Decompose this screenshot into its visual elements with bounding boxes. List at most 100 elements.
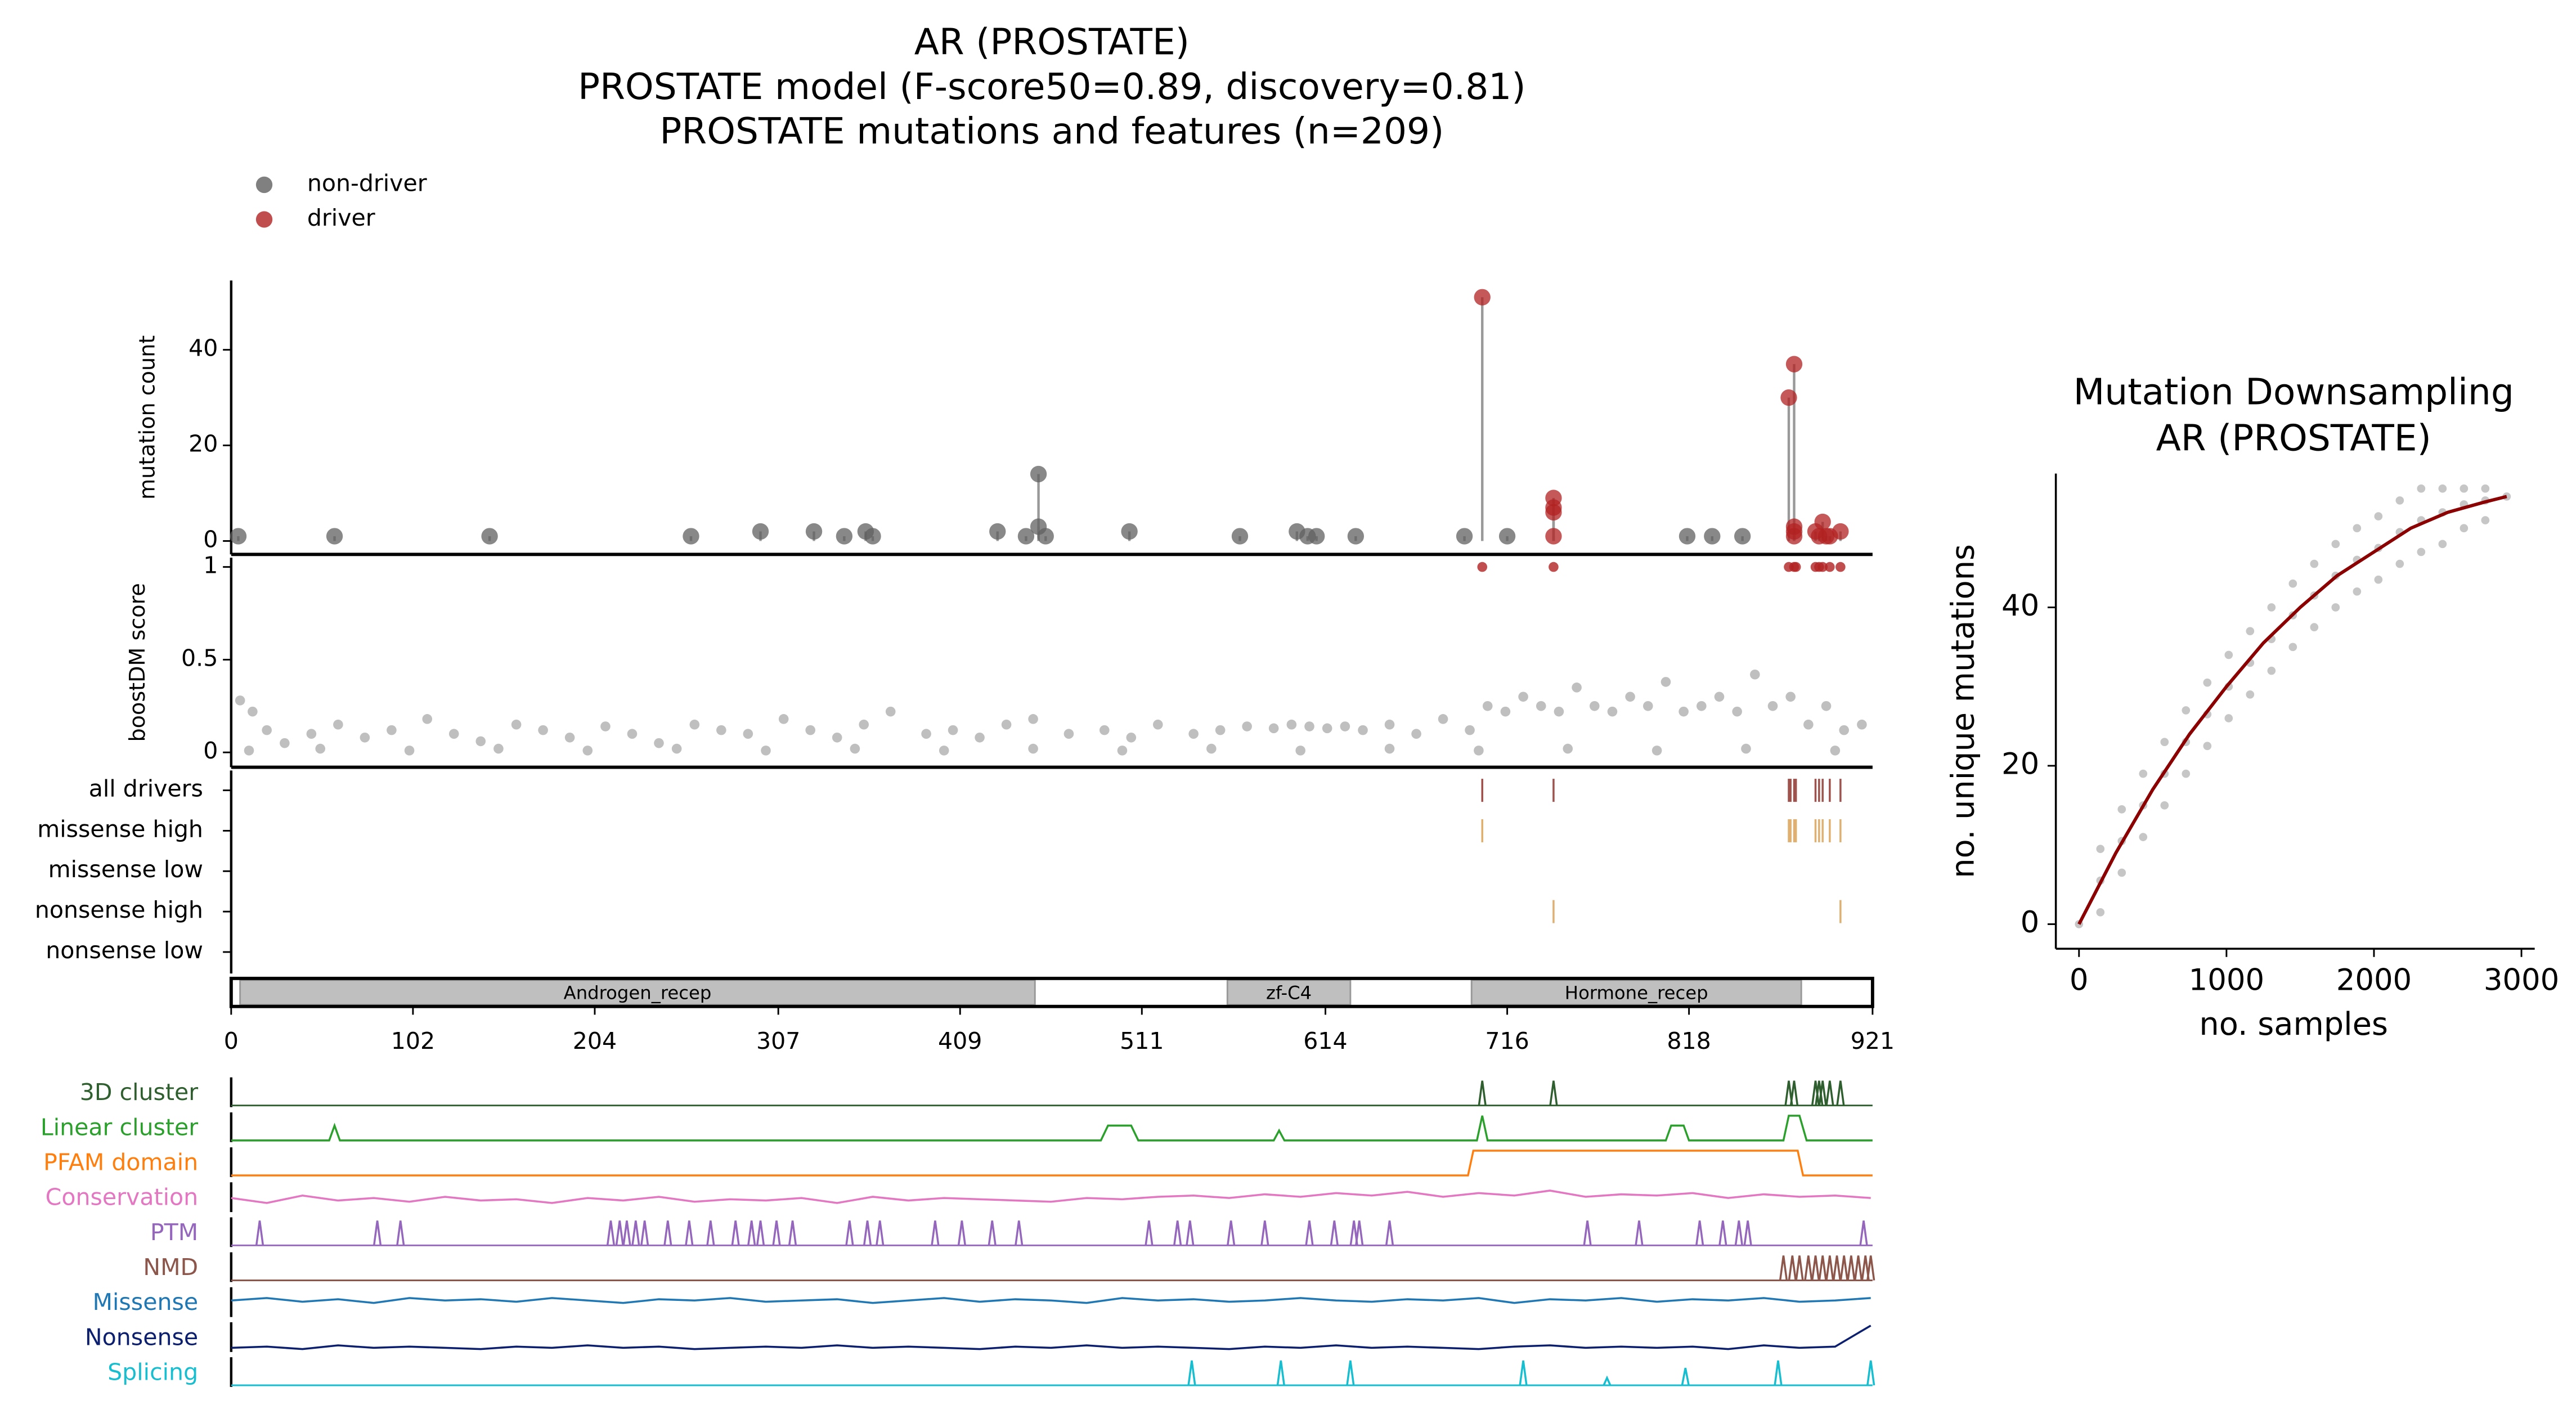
track-label: missense low: [48, 856, 203, 883]
sample-point: [2395, 559, 2404, 568]
chart-title: PROSTATE mutations and features (n=209): [659, 110, 1444, 152]
mutation-point: [1347, 528, 1365, 545]
mutation-point: [1037, 528, 1054, 545]
mutation-point: [1545, 504, 1562, 521]
score-point: [743, 729, 753, 739]
score-point: [1028, 743, 1038, 754]
peak: [1385, 1220, 1394, 1246]
peak: [1804, 1255, 1813, 1281]
sample-point: [2267, 603, 2276, 612]
peak: [747, 1220, 756, 1246]
peak: [1859, 1220, 1868, 1246]
score-point: [333, 719, 343, 730]
score-point: [1696, 701, 1707, 711]
sample-point: [2160, 801, 2169, 810]
mutation-point: [1785, 528, 1803, 545]
sample-point: [2438, 484, 2447, 493]
score-point: [1830, 746, 1841, 756]
peak: [1276, 1360, 1285, 1386]
track-label: Missense: [93, 1289, 199, 1316]
peak: [1583, 1220, 1592, 1246]
peak: [1173, 1220, 1182, 1246]
mutation-point: [864, 528, 881, 545]
sample-point: [2117, 868, 2126, 877]
sample-point: [2139, 769, 2148, 778]
mutation-point: [683, 528, 699, 545]
peak: [1305, 1220, 1314, 1246]
peak: [1836, 1080, 1845, 1106]
chart-title: AR (PROSTATE): [914, 21, 1190, 64]
peak: [876, 1220, 885, 1246]
score-point: [1839, 725, 1849, 735]
peak: [731, 1220, 740, 1246]
peak: [1789, 1080, 1799, 1106]
peak: [1774, 1360, 1783, 1386]
peak: [1015, 1220, 1024, 1246]
score-point: [1750, 669, 1760, 680]
score-point: [1384, 719, 1395, 730]
score-point: [1767, 701, 1778, 711]
domain-label: Hormone_recep: [1565, 982, 1708, 1004]
peak: [373, 1220, 382, 1246]
sample-point: [2267, 666, 2276, 675]
score-point: [448, 729, 459, 739]
peak: [1519, 1360, 1528, 1386]
score-point: [1741, 743, 1751, 754]
peak: [1187, 1360, 1196, 1386]
mutation-point: [1030, 465, 1047, 483]
x-tick-label: 102: [391, 1027, 435, 1054]
score-point: [235, 695, 245, 706]
score-point: [1732, 706, 1742, 717]
peak: [1635, 1220, 1644, 1246]
track-label: nonsense low: [46, 937, 203, 964]
peak: [756, 1220, 765, 1246]
x-axis-label: no. samples: [2199, 1006, 2388, 1043]
mutation-point: [1545, 528, 1562, 545]
score-point: [538, 725, 548, 735]
score-point: [1857, 719, 1867, 730]
score-point: [1028, 714, 1038, 724]
mutation-point: [836, 528, 853, 545]
score-point: [1803, 719, 1814, 730]
mutation-point: [230, 528, 247, 545]
peak: [931, 1220, 940, 1246]
score-point: [360, 733, 370, 743]
score-point: [1549, 562, 1559, 572]
mutation-point: [1498, 528, 1516, 545]
sample-point: [2374, 575, 2383, 584]
score-point: [280, 738, 290, 748]
peak: [615, 1220, 624, 1246]
x-tick-label: 204: [573, 1027, 617, 1054]
score-point: [1785, 692, 1796, 702]
sample-point: [2224, 650, 2233, 659]
score-point: [1358, 725, 1368, 735]
mutation-point: [1231, 528, 1249, 545]
score-point: [1295, 746, 1305, 756]
peak: [863, 1220, 872, 1246]
sample-point: [2096, 908, 2105, 917]
score-point: [306, 729, 317, 739]
score-point: [1536, 701, 1546, 711]
mutation-point: [1704, 528, 1721, 545]
score-point: [1563, 743, 1573, 754]
peak: [640, 1220, 649, 1246]
track-label: missense high: [37, 815, 203, 842]
track-label: PFAM domain: [43, 1148, 198, 1175]
score-point: [1242, 721, 1252, 731]
score-point: [1482, 701, 1493, 711]
mutation-point: [481, 528, 498, 545]
track-label: all drivers: [89, 775, 203, 802]
y-tick-label: 20: [2001, 747, 2039, 782]
peak: [1832, 1255, 1842, 1281]
score-point: [939, 746, 949, 756]
score-point: [1825, 562, 1835, 572]
x-tick-label: 716: [1485, 1027, 1529, 1054]
score-point: [1554, 706, 1564, 717]
peak: [606, 1220, 616, 1246]
score-point: [1817, 562, 1828, 572]
score-point: [422, 714, 433, 724]
sample-point: [2182, 769, 2191, 778]
y-tick-label: 0: [2021, 905, 2040, 940]
sample-point: [2331, 603, 2340, 612]
track-label: Splicing: [107, 1358, 198, 1385]
